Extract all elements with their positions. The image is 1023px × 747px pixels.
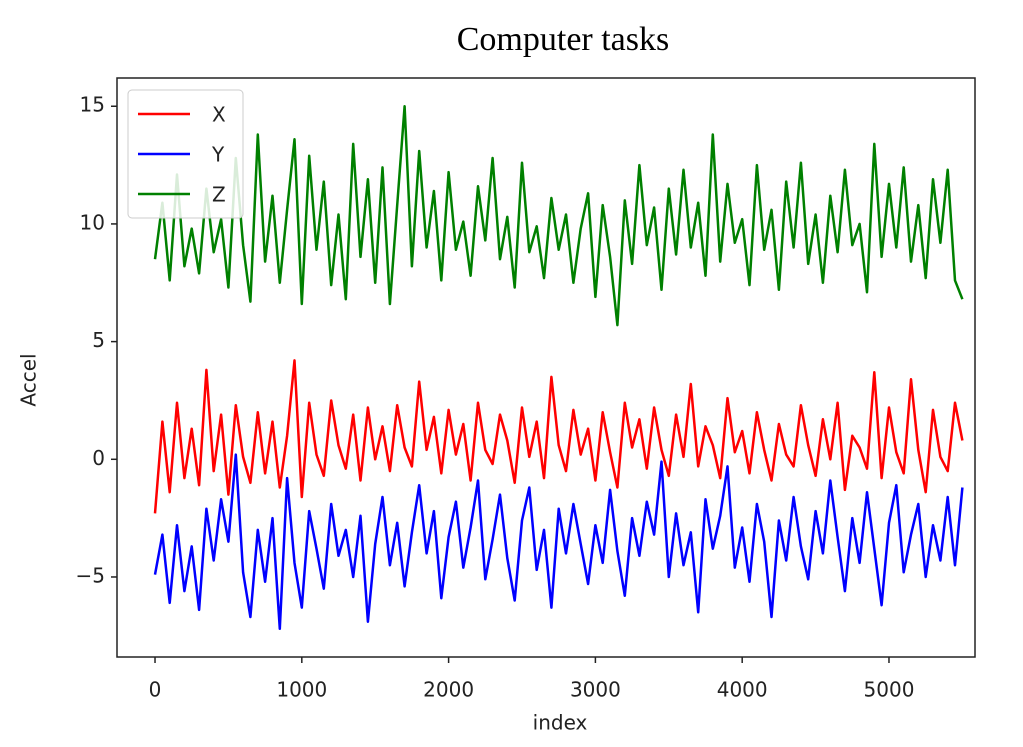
x-tick-label: 1000 bbox=[276, 678, 327, 702]
x-tick-label: 0 bbox=[149, 678, 162, 702]
x-tick-label: 5000 bbox=[864, 678, 915, 702]
y-tick-label: −5 bbox=[76, 563, 105, 587]
series-line bbox=[153, 453, 964, 631]
y-tick-label: 0 bbox=[92, 446, 105, 470]
x-tick-label: 3000 bbox=[570, 678, 621, 702]
y-tick-label: 15 bbox=[80, 93, 105, 117]
x-tick-label: 2000 bbox=[423, 678, 474, 702]
plot-frame bbox=[116, 77, 976, 658]
y-tick-label: 5 bbox=[92, 328, 105, 352]
x-axis-label: index bbox=[533, 711, 588, 735]
series-line bbox=[153, 104, 964, 327]
x-tick-label: 4000 bbox=[717, 678, 768, 702]
y-axis-label: Accel bbox=[17, 353, 41, 406]
chart-title: Computer tasks bbox=[457, 21, 669, 58]
legend-label: Y bbox=[211, 143, 225, 167]
legend-label: X bbox=[212, 103, 226, 127]
y-tick-label: 10 bbox=[80, 210, 105, 234]
legend-label: Z bbox=[212, 183, 226, 207]
series-line bbox=[153, 359, 964, 514]
